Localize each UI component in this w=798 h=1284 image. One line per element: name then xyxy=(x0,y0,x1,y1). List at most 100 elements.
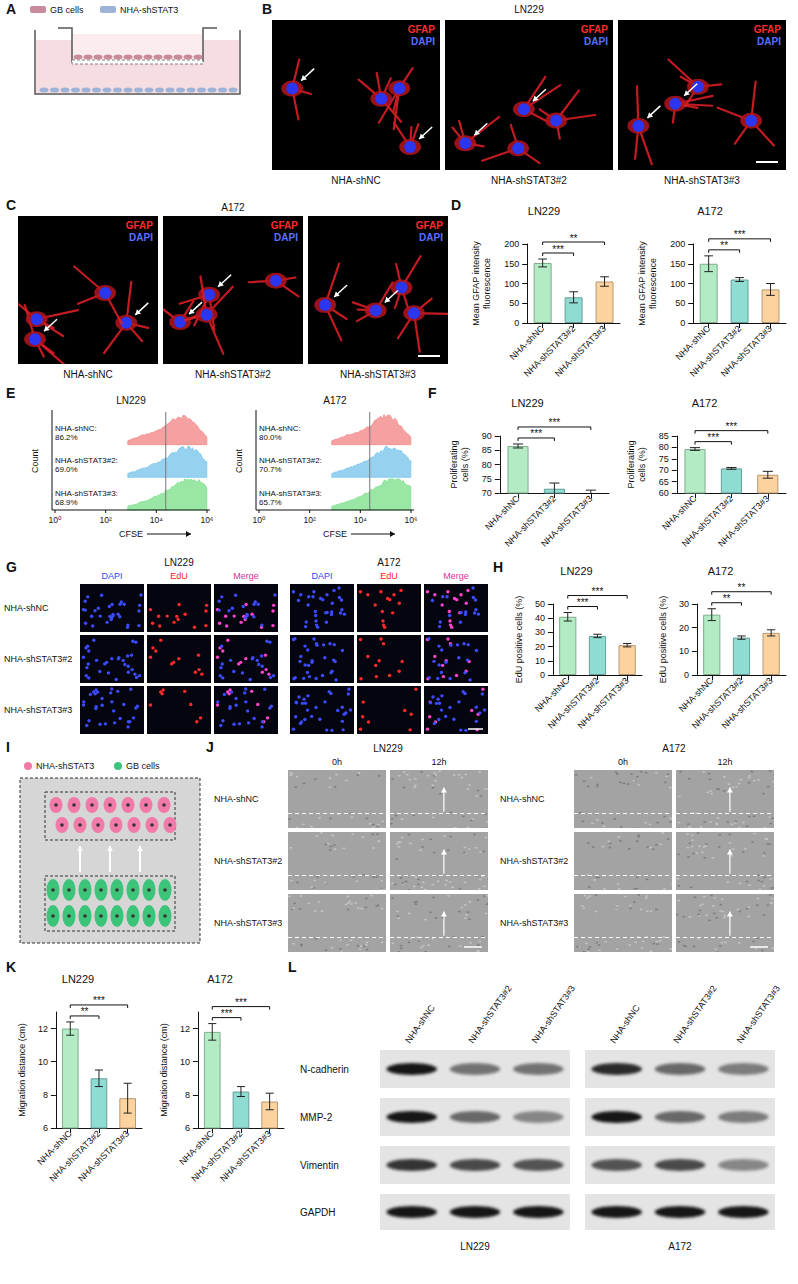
svg-text:NHA-shNC: NHA-shNC xyxy=(63,369,112,380)
svg-text:***: *** xyxy=(530,428,542,439)
svg-text:J: J xyxy=(206,739,214,755)
svg-text:NHA-shNC: NHA-shNC xyxy=(4,603,49,613)
svg-text:68.9%: 68.9% xyxy=(55,498,78,507)
svg-text:cells (%): cells (%) xyxy=(460,447,470,482)
svg-text:10⁴: 10⁴ xyxy=(354,515,367,525)
svg-text:12h: 12h xyxy=(431,757,446,767)
svg-text:10⁰: 10⁰ xyxy=(253,515,266,525)
svg-text:NHA-shSTAT3#3: NHA-shSTAT3#3 xyxy=(664,175,740,186)
svg-text:NHA-shSTAT3#3:: NHA-shSTAT3#3: xyxy=(55,489,118,498)
svg-text:150: 150 xyxy=(670,259,685,269)
svg-text:150: 150 xyxy=(504,259,519,269)
svg-text:A172: A172 xyxy=(207,973,233,985)
svg-text:**: ** xyxy=(570,233,578,244)
svg-text:65: 65 xyxy=(659,477,669,487)
svg-text:80: 80 xyxy=(482,460,492,470)
svg-text:LN229: LN229 xyxy=(373,743,403,754)
svg-text:L: L xyxy=(288,959,297,975)
svg-text:EdU positive cells (%): EdU positive cells (%) xyxy=(514,596,524,684)
svg-text:10: 10 xyxy=(535,656,545,666)
svg-text:75: 75 xyxy=(659,454,669,464)
svg-text:50: 50 xyxy=(535,599,545,609)
svg-text:NHA-shSTAT3#3: NHA-shSTAT3#3 xyxy=(716,493,771,548)
svg-text:NHA-shSTAT3#3: NHA-shSTAT3#3 xyxy=(218,1128,273,1183)
svg-text:**: ** xyxy=(81,1006,89,1017)
svg-text:12h: 12h xyxy=(717,757,732,767)
svg-text:Count: Count xyxy=(234,449,244,474)
svg-text:NHA-shSTAT3#3: NHA-shSTAT3#3 xyxy=(500,918,568,928)
svg-text:NHA-shNC:: NHA-shNC: xyxy=(55,424,97,433)
svg-text:6: 6 xyxy=(43,1123,48,1133)
svg-text:Migration distance (cm): Migration distance (cm) xyxy=(17,1023,27,1117)
svg-text:Vimentin: Vimentin xyxy=(300,1160,339,1171)
svg-text:GFAP: GFAP xyxy=(416,220,444,231)
svg-text:NHA-shSTAT3#2: NHA-shSTAT3#2 xyxy=(214,856,282,866)
svg-text:***: *** xyxy=(592,586,604,597)
svg-text:NHA-shSTAT3#2: NHA-shSTAT3#2 xyxy=(690,675,745,730)
svg-text:NHA-shSTAT3: NHA-shSTAT3 xyxy=(36,761,94,771)
svg-text:NHA-shSTAT3#3: NHA-shSTAT3#3 xyxy=(735,984,782,1046)
svg-text:NHA-shSTAT3#2: NHA-shSTAT3#2 xyxy=(546,675,601,730)
svg-text:10⁶: 10⁶ xyxy=(405,515,418,525)
svg-text:10⁰: 10⁰ xyxy=(49,515,62,525)
svg-text:B: B xyxy=(262,1,272,17)
svg-text:**: ** xyxy=(738,582,746,593)
svg-text:Merge: Merge xyxy=(443,571,469,581)
svg-text:NHA-shNC: NHA-shNC xyxy=(483,493,522,532)
svg-text:A: A xyxy=(6,1,16,17)
svg-text:DAPI: DAPI xyxy=(419,232,443,243)
svg-text:GFAP: GFAP xyxy=(754,24,782,35)
svg-text:NHA-shSTAT3#3:: NHA-shSTAT3#3: xyxy=(259,489,322,498)
svg-text:DAPI: DAPI xyxy=(584,36,608,47)
svg-text:10: 10 xyxy=(180,1057,190,1067)
svg-text:80.0%: 80.0% xyxy=(259,433,282,442)
svg-text:50: 50 xyxy=(509,298,519,308)
svg-text:H: H xyxy=(493,559,503,575)
svg-text:NHA-shSTAT3#3: NHA-shSTAT3#3 xyxy=(76,1128,131,1183)
svg-text:EdU: EdU xyxy=(170,571,188,581)
svg-text:fluorescence: fluorescence xyxy=(482,258,492,309)
svg-text:E: E xyxy=(6,385,15,401)
svg-text:NHA-shSTAT3#3: NHA-shSTAT3#3 xyxy=(340,369,416,380)
svg-text:0: 0 xyxy=(680,318,685,328)
svg-text:A172: A172 xyxy=(697,205,723,217)
svg-text:70: 70 xyxy=(659,465,669,475)
svg-text:20: 20 xyxy=(535,642,545,652)
svg-text:30: 30 xyxy=(679,599,689,609)
svg-text:60: 60 xyxy=(659,488,669,498)
svg-text:LN229: LN229 xyxy=(460,1241,490,1252)
svg-text:0: 0 xyxy=(540,670,545,680)
svg-text:Merge: Merge xyxy=(233,571,259,581)
svg-text:100: 100 xyxy=(504,279,519,289)
svg-text:GAPDH: GAPDH xyxy=(300,1207,336,1218)
svg-text:***: *** xyxy=(235,997,247,1008)
svg-text:10: 10 xyxy=(38,1057,48,1067)
svg-text:Proliferating: Proliferating xyxy=(449,440,459,488)
svg-text:**: ** xyxy=(720,240,728,251)
svg-text:75: 75 xyxy=(482,474,492,484)
svg-text:DAPI: DAPI xyxy=(411,36,435,47)
svg-text:NHA-shSTAT3#2: NHA-shSTAT3#2 xyxy=(491,175,567,186)
svg-text:DAPI: DAPI xyxy=(101,571,122,581)
svg-text:NHA-shSTAT3#2: NHA-shSTAT3#2 xyxy=(466,984,513,1046)
svg-text:NHA-shSTAT3#2: NHA-shSTAT3#2 xyxy=(189,1128,244,1183)
svg-text:85: 85 xyxy=(659,431,669,441)
svg-text:NHA-shSTAT3#2:: NHA-shSTAT3#2: xyxy=(55,456,118,465)
svg-text:80: 80 xyxy=(659,442,669,452)
svg-text:6: 6 xyxy=(185,1123,190,1133)
svg-text:0h: 0h xyxy=(618,757,628,767)
svg-text:NHA-shSTAT3#2:: NHA-shSTAT3#2: xyxy=(259,456,322,465)
svg-text:65.7%: 65.7% xyxy=(259,498,282,507)
svg-text:DAPI: DAPI xyxy=(311,571,332,581)
svg-text:GFAP: GFAP xyxy=(271,220,299,231)
svg-text:NHA-shSTAT3#2: NHA-shSTAT3#2 xyxy=(195,369,271,380)
svg-text:Proliferating: Proliferating xyxy=(626,440,636,488)
svg-text:10²: 10² xyxy=(100,515,112,525)
svg-text:GFAP: GFAP xyxy=(581,24,609,35)
svg-text:A172: A172 xyxy=(323,395,347,406)
svg-text:NHA-shSTAT3#3: NHA-shSTAT3#3 xyxy=(4,705,72,715)
svg-text:NHA-shNC: NHA-shNC xyxy=(608,1003,642,1046)
svg-text:50: 50 xyxy=(675,298,685,308)
svg-text:G: G xyxy=(6,559,17,575)
svg-text:GB cells: GB cells xyxy=(50,5,84,15)
